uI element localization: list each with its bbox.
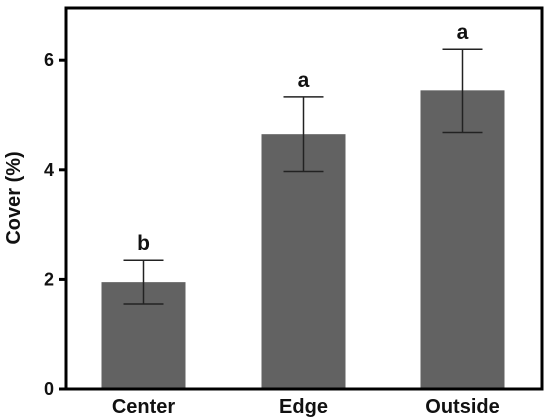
- significance-letter: a: [298, 69, 310, 92]
- plot-frame: [64, 6, 544, 391]
- y-tick-label: 4: [44, 160, 54, 180]
- y-axis-title: Cover (%): [3, 151, 25, 244]
- y-tick-label: 6: [44, 50, 54, 70]
- y-tick-label: 0: [44, 379, 54, 399]
- bar-edge: [261, 134, 346, 389]
- bar-outside: [420, 90, 505, 389]
- category-label: Edge: [279, 396, 328, 418]
- y-tick-label: 2: [44, 269, 54, 289]
- significance-letter: a: [457, 21, 469, 44]
- category-label: Outside: [425, 396, 499, 418]
- significance-letter: b: [137, 232, 150, 255]
- category-label: Center: [112, 396, 176, 418]
